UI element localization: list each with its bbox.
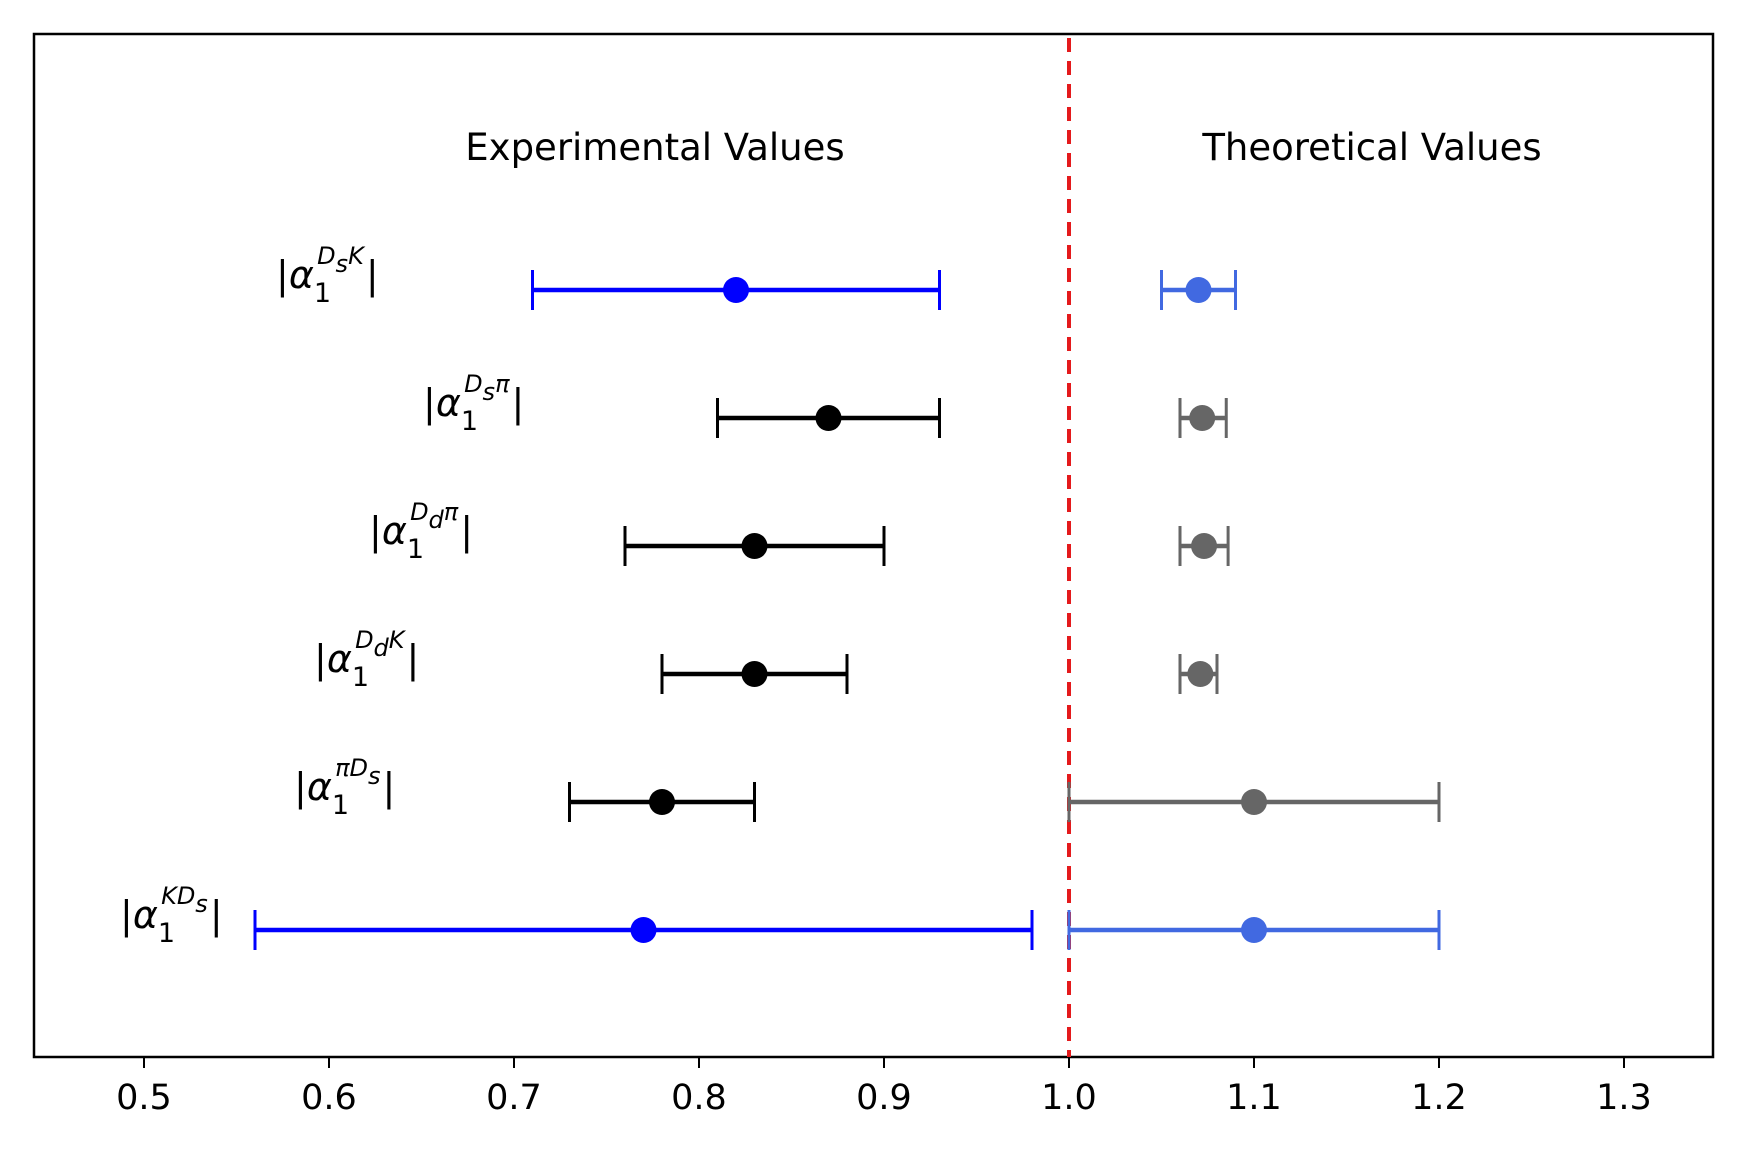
- abs-bar-right: |: [383, 765, 396, 810]
- row-label-3: |α1Ddπ|: [369, 498, 473, 565]
- experimental-annotation: Experimental Values: [465, 126, 844, 169]
- row-superscript-part: D: [350, 754, 368, 782]
- row-superscript-part: π: [335, 754, 350, 782]
- experimental-point-5-point: [649, 789, 675, 815]
- row-superscript-part: s: [483, 378, 496, 406]
- x-tick-label: 0.5: [116, 1078, 172, 1118]
- experimental-point-3-point: [741, 533, 768, 559]
- row-label-2: |α1Dsπ|: [423, 370, 524, 437]
- row-subscript: 1: [314, 278, 331, 309]
- row-superscript-part: D: [464, 370, 482, 398]
- experimental-point-6-point: [630, 917, 657, 943]
- x-tick-label: 1.1: [1226, 1078, 1282, 1118]
- abs-bar-left: |: [294, 765, 307, 810]
- row-superscript-part: K: [348, 242, 366, 270]
- theoretical-annotation: Theoretical Values: [1201, 126, 1541, 169]
- theoretical-point-2-point: [1189, 405, 1216, 431]
- experimental-point-3: [623, 526, 886, 566]
- alpha-symbol: α: [307, 765, 332, 809]
- row-superscript-part: s: [336, 250, 349, 278]
- x-tick-label: 0.7: [486, 1078, 542, 1118]
- abs-bar-right: |: [460, 509, 473, 554]
- x-tick-label: 1.0: [1041, 1078, 1097, 1118]
- row-superscript-part: s: [368, 762, 381, 790]
- row-subscript: 1: [352, 662, 369, 693]
- row-superscript-part: d: [374, 634, 390, 662]
- row-label-4: |α1DdK|: [314, 626, 419, 693]
- row-superscript-part: π: [495, 370, 510, 398]
- alpha-symbol: α: [289, 253, 314, 297]
- theoretical-point-6: [1067, 910, 1441, 950]
- alpha-symbol: α: [436, 381, 461, 425]
- x-tick-label: 1.3: [1596, 1078, 1652, 1118]
- abs-bar-left: |: [423, 381, 436, 426]
- row-superscript-part: D: [410, 498, 428, 526]
- alpha-symbol: α: [133, 893, 158, 937]
- abs-bar-right: |: [210, 893, 223, 938]
- abs-bar-right: |: [512, 381, 525, 426]
- theoretical-point-4: [1178, 654, 1219, 694]
- abs-bar-right: |: [366, 253, 379, 298]
- row-label-6: |α1KDs|: [120, 882, 223, 949]
- x-tick-label: 0.6: [301, 1078, 357, 1118]
- abs-bar-left: |: [120, 893, 133, 938]
- theoretical-point-4-point: [1187, 661, 1214, 687]
- x-tick-label: 1.2: [1411, 1078, 1467, 1118]
- abs-bar-right: |: [407, 637, 420, 682]
- theoretical-point-3: [1178, 526, 1230, 566]
- alpha-symbol: α: [382, 509, 407, 553]
- row-superscript-part: D: [317, 242, 335, 270]
- abs-bar-left: |: [369, 509, 382, 554]
- row-label-5: |α1πDs|: [294, 754, 395, 821]
- row-subscript: 1: [407, 534, 424, 565]
- theoretical-point-5: [1067, 782, 1441, 822]
- row-superscript-part: K: [389, 626, 407, 654]
- row-subscript: 1: [332, 790, 349, 821]
- theoretical-point-1-point: [1185, 277, 1212, 303]
- experimental-point-6: [253, 910, 1034, 950]
- row-label-1: |α1DsK|: [276, 242, 379, 309]
- row-superscript-part: D: [177, 882, 195, 910]
- experimental-point-1: [531, 270, 941, 310]
- x-tick-label: 0.9: [856, 1078, 912, 1118]
- experimental-point-5: [568, 782, 756, 822]
- experimental-point-4-point: [741, 661, 768, 687]
- row-labels: |α1DsK||α1Dsπ||α1Ddπ||α1DdK||α1πDs||α1KD…: [120, 242, 524, 949]
- abs-bar-left: |: [314, 637, 327, 682]
- row-superscript-part: π: [444, 498, 459, 526]
- x-axis: 0.5 0.6 0.7 0.8 0.9 1.0 1.1 1.2 1.3: [116, 1057, 1652, 1118]
- x-tick-label: 0.8: [671, 1078, 727, 1118]
- row-superscript-part: s: [195, 890, 208, 918]
- experimental-point-2-point: [815, 405, 842, 431]
- theoretical-point-3-point: [1191, 533, 1218, 559]
- row-superscript-part: K: [161, 882, 179, 910]
- experimental-point-4: [660, 654, 849, 694]
- plot-area: [32, 32, 1715, 1059]
- theoretical-point-1: [1160, 270, 1237, 310]
- row-subscript: 1: [158, 918, 175, 949]
- theoretical-point-2: [1178, 398, 1228, 438]
- experimental-point-1-point: [723, 277, 749, 303]
- alpha-symbol: α: [327, 637, 352, 681]
- row-superscript-part: d: [429, 506, 445, 534]
- theoretical-point-6-point: [1241, 917, 1267, 943]
- plot-frame: [32, 32, 1715, 1059]
- theoretical-point-5-point: [1241, 789, 1267, 815]
- experimental-point-2: [716, 398, 941, 438]
- row-subscript: 1: [461, 406, 478, 437]
- abs-bar-left: |: [276, 253, 289, 298]
- row-superscript-part: D: [355, 626, 373, 654]
